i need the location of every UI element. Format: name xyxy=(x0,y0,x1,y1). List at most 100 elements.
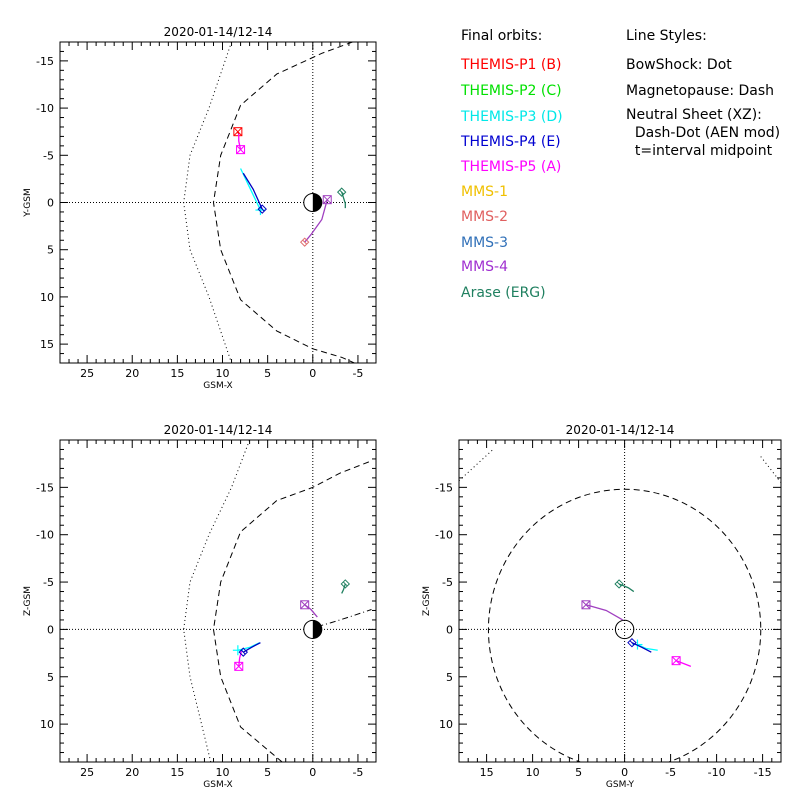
track-themis-p4-e xyxy=(242,172,263,210)
x-tick-label: 5 xyxy=(575,766,582,779)
line-style-neutral-sheet-detail: Dash-Dot (AEN mod) xyxy=(626,125,781,141)
y-tick-label: -10 xyxy=(36,102,54,115)
x-tick-label: -5 xyxy=(352,766,363,779)
y-tick-label: 5 xyxy=(47,671,54,684)
y-tick-label: 0 xyxy=(47,197,54,210)
legend-item-themis-p2: THEMIS-P2 (C) xyxy=(461,83,562,99)
track-arase-erg xyxy=(341,583,346,594)
legend-item-mms-2: MMS-2 xyxy=(461,209,509,225)
chart-title: 2020-01-14/12-14 xyxy=(164,423,273,437)
x-axis-label: GSM-X xyxy=(203,381,232,391)
x-tick-label: 10 xyxy=(216,766,230,779)
legend-item-themis-p5: THEMIS-P5 (A) xyxy=(461,159,562,175)
plot-area xyxy=(459,440,781,762)
earth-night-side xyxy=(312,620,322,639)
y-axis-label: Z-GSM xyxy=(23,586,33,616)
y-tick-label: -5 xyxy=(43,576,54,589)
x-tick-label: 25 xyxy=(80,766,94,779)
x-tick-label: 0 xyxy=(309,367,316,380)
plot-frame xyxy=(458,439,782,763)
x-tick-label: 5 xyxy=(264,367,271,380)
marker-themis-p5-a xyxy=(671,656,681,666)
y-tick-label: -5 xyxy=(43,149,54,162)
legend-item-themis-p3: THEMIS-P3 (D) xyxy=(461,109,563,125)
y-axis-label: Y-GSM xyxy=(23,188,33,217)
marker-themis-p4-e xyxy=(238,647,248,657)
legend-item-arase: Arase (ERG) xyxy=(461,285,546,301)
x-tick-label: 10 xyxy=(216,367,230,380)
chart-title: 2020-01-14/12-14 xyxy=(164,25,273,39)
ticks: 25 20 15 10 5 0 -5 -15 -10 -5 0 5 10 15 xyxy=(36,41,377,380)
y-tick-label: 0 xyxy=(47,623,54,636)
track-mms-4 xyxy=(585,604,624,621)
boundary-neutral-sheet-xz xyxy=(317,609,372,628)
track-themis-p5-a xyxy=(675,660,692,667)
marker-themis-p4-e xyxy=(627,637,637,648)
plot-area xyxy=(60,440,376,762)
x-tick-label: 20 xyxy=(125,766,139,779)
ticks: 15 10 5 0 -5 -10 -15 10 5 0 -5 -10 -15 xyxy=(435,440,782,779)
ticks: 25 20 15 10 5 0 -5 10 5 0 -5 -10 -15 xyxy=(36,440,377,779)
marker-mms-4 xyxy=(581,600,591,610)
y-tick-label: -5 xyxy=(442,576,453,589)
line-style-bowshock: BowShock: Dot xyxy=(626,57,732,73)
marker-mms-4 xyxy=(322,195,332,205)
marker-arase-erg xyxy=(340,579,351,589)
x-tick-label: -5 xyxy=(352,367,363,380)
legend-item-themis-p4: THEMIS-P4 (E) xyxy=(461,134,561,150)
y-tick-label: 0 xyxy=(446,623,453,636)
x-tick-label: -15 xyxy=(754,766,772,779)
track-themis-p3-d xyxy=(239,168,262,211)
y-tick-label: 15 xyxy=(40,338,54,351)
marker-themis-p1-b xyxy=(233,127,243,137)
legend-item-mms-1: MMS-1 xyxy=(461,184,509,200)
y-tick-label: 5 xyxy=(446,671,453,684)
legend-item-themis-p1: THEMIS-P1 (B) xyxy=(461,57,562,73)
marker-mms-4 xyxy=(300,600,310,610)
x-tick-label: 0 xyxy=(621,766,628,779)
y-tick-label: 10 xyxy=(40,718,54,731)
x-tick-label: -5 xyxy=(665,766,676,779)
y-tick-label: -10 xyxy=(435,529,453,542)
x-tick-label: 15 xyxy=(170,766,184,779)
chart-title: 2020-01-14/12-14 xyxy=(566,423,675,437)
boundary-magnetopause xyxy=(212,42,355,363)
marker-themis-p5-a xyxy=(236,145,246,155)
earth-icon xyxy=(614,619,635,640)
marker-mms-2 xyxy=(299,237,310,247)
y-tick-label: -15 xyxy=(36,55,54,68)
track-themis-p5-a xyxy=(238,133,242,150)
boundary-bowshock xyxy=(459,449,494,482)
y-tick-label: -10 xyxy=(36,529,54,542)
legend-item-mms-4: MMS-4 xyxy=(461,259,509,275)
track-mms-4 xyxy=(304,199,328,243)
boundary-magnetopause xyxy=(212,460,372,762)
x-tick-label: 15 xyxy=(480,766,494,779)
x-axis-label: GSM-X xyxy=(203,780,232,790)
x-axis-label: GSM-Y xyxy=(606,780,635,790)
legend-item-mms-3: MMS-3 xyxy=(461,235,509,251)
marker-arase-erg xyxy=(614,579,624,589)
plot-frame xyxy=(59,41,377,364)
line-style-neutral-sheet: Neutral Sheet (XZ): xyxy=(626,107,762,123)
y-tick-label: 5 xyxy=(47,244,54,257)
line-style-magnetopause: Magnetopause: Dash xyxy=(626,83,775,99)
marker-arase-erg xyxy=(336,187,347,197)
marker-themis-p4-e xyxy=(257,204,267,214)
y-axis-label: Z-GSM xyxy=(422,586,432,616)
x-tick-label: 20 xyxy=(125,367,139,380)
panel-1: 25 20 15 10 5 0 -5 -15 -10 -5 0 5 10 15 2020-01-14/12-… xyxy=(23,25,377,391)
panel-2: 25 20 15 10 5 0 -5 10 5 0 -5 -10 -15 2020-01-14/12-14… xyxy=(23,423,377,790)
x-tick-label: -10 xyxy=(708,766,726,779)
x-tick-label: 0 xyxy=(309,766,316,779)
plot-area xyxy=(60,42,376,363)
x-tick-label: 5 xyxy=(264,766,271,779)
line-style-midpoint-note: t=interval midpoint xyxy=(626,143,773,159)
line-styles-header: Line Styles: xyxy=(626,28,707,44)
y-tick-label: -15 xyxy=(435,481,453,494)
track-themis-p4-e xyxy=(631,642,652,653)
track-arase-erg xyxy=(341,191,346,209)
legend-header: Final orbits: xyxy=(461,28,543,44)
x-tick-label: 10 xyxy=(526,766,540,779)
